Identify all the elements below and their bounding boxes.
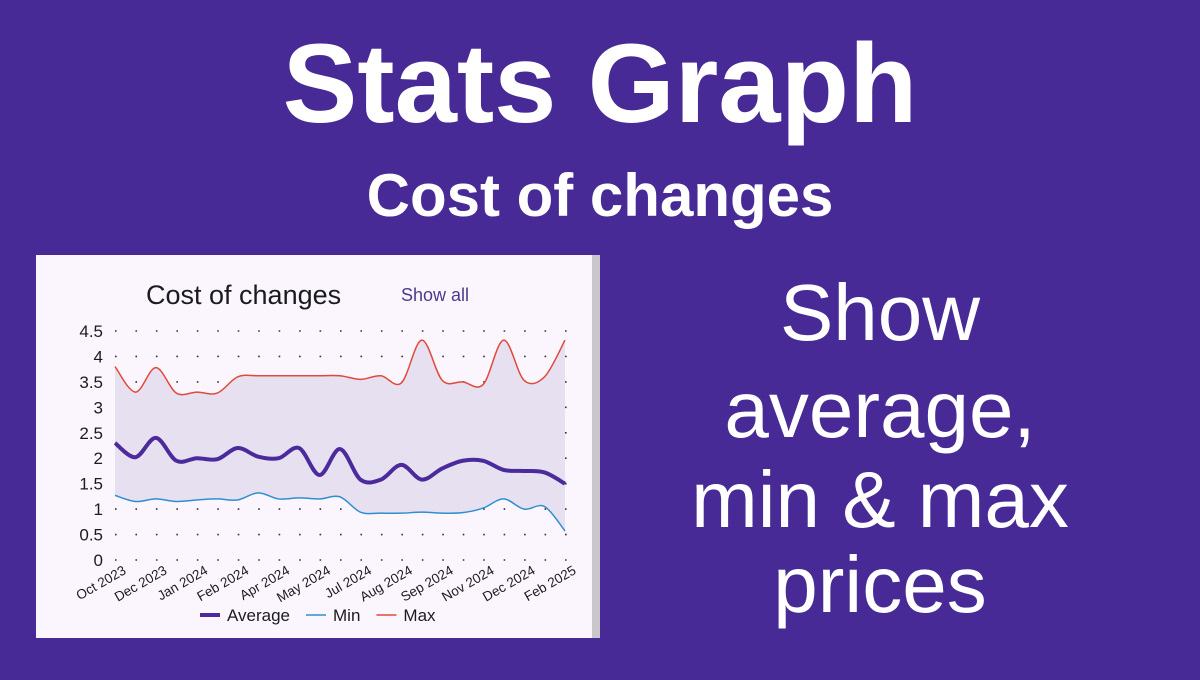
y-tick-label: 0 <box>94 551 103 570</box>
scrollbar <box>592 255 600 638</box>
y-tick-label: 4 <box>94 347 103 366</box>
series-line <box>113 435 567 486</box>
series-line <box>114 339 566 396</box>
legend-label: Average <box>227 606 290 625</box>
y-tick-label: 4.5 <box>79 322 103 341</box>
chart-title: Cost of changes <box>146 280 341 310</box>
y-tick-label: 0.5 <box>79 526 103 545</box>
legend-label: Min <box>333 606 360 625</box>
page-subtitle: Cost of changes <box>367 162 834 229</box>
page-title: Stats Graph <box>283 21 918 146</box>
show-all-link[interactable]: Show all <box>401 285 469 305</box>
legend-label: Max <box>403 606 436 625</box>
y-tick-label: 2.5 <box>79 424 103 443</box>
side-text: prices <box>773 540 986 629</box>
y-tick-label: 1 <box>94 500 103 519</box>
y-tick-label: 3 <box>94 398 103 417</box>
y-tick-label: 3.5 <box>79 373 103 392</box>
side-text: average, <box>724 365 1035 454</box>
series-line <box>114 492 566 532</box>
side-text: min & max <box>691 455 1069 544</box>
y-tick-label: 1.5 <box>79 475 103 494</box>
range-band <box>115 340 565 531</box>
y-tick-label: 2 <box>94 449 103 468</box>
side-text: Show <box>780 268 980 357</box>
